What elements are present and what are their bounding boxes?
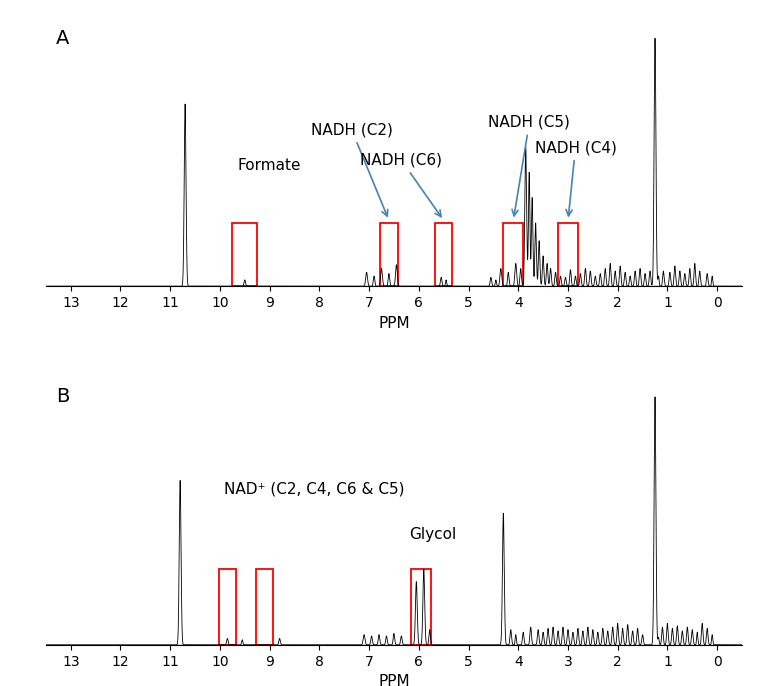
Text: A: A [57, 29, 70, 47]
Text: NADH (C5): NADH (C5) [488, 115, 571, 216]
Text: NADH (C2): NADH (C2) [311, 122, 392, 216]
Bar [256, 569, 273, 645]
Text: NADH (C6): NADH (C6) [360, 153, 442, 217]
Text: NAD⁺ (C2, C4, C6 & C5): NAD⁺ (C2, C4, C6 & C5) [224, 481, 405, 496]
Bar [412, 569, 431, 645]
Bar [558, 223, 578, 286]
Bar [380, 223, 398, 286]
Bar [233, 223, 257, 286]
Text: B: B [57, 387, 70, 406]
Bar [219, 569, 236, 645]
Bar [503, 223, 523, 286]
X-axis label: PPM: PPM [378, 674, 410, 686]
Text: Formate: Formate [238, 158, 301, 173]
X-axis label: PPM: PPM [378, 316, 410, 331]
Bar [435, 223, 452, 286]
Text: NADH (C4): NADH (C4) [535, 140, 617, 216]
Text: Glycol: Glycol [409, 527, 456, 541]
